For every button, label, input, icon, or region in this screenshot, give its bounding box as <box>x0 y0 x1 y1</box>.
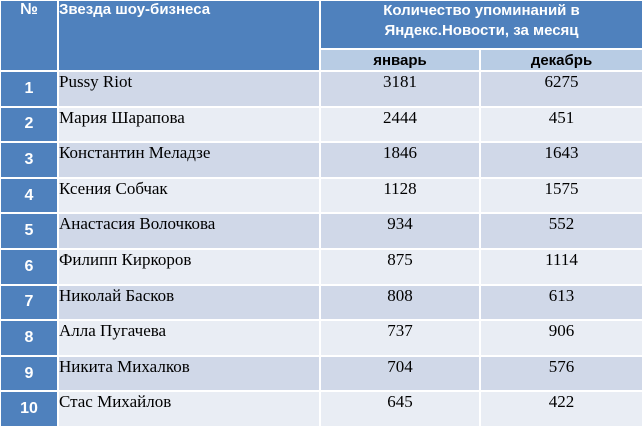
star-name: Ксения Собчак <box>59 178 321 215</box>
december-value: 1643 <box>481 143 642 179</box>
january-value: 934 <box>321 214 481 250</box>
december-value: 906 <box>481 321 642 357</box>
header-star: Звезда шоу-бизнеса <box>59 1 321 72</box>
january-value: 2444 <box>321 107 481 144</box>
row-number: 2 <box>1 107 59 144</box>
table-body: 1 Pussy Riot 3181 6275 2 Мария Шарапова … <box>1 72 642 428</box>
mentions-table-container: № Звезда шоу-бизнеса Количество упоминан… <box>1 1 642 428</box>
header-december: декабрь <box>481 50 642 72</box>
header-row: № Звезда шоу-бизнеса Количество упоминан… <box>1 1 642 72</box>
january-value: 1846 <box>321 143 481 179</box>
star-name: Pussy Riot <box>59 72 321 108</box>
star-name: Никита Михалков <box>59 356 321 393</box>
january-value: 737 <box>321 321 481 357</box>
subheader-row: январь декабрь <box>1 50 642 72</box>
january-value: 704 <box>321 356 481 393</box>
december-value: 1114 <box>481 249 642 286</box>
table-row: 7 Николай Басков 808 613 <box>1 285 642 322</box>
row-number: 10 <box>1 392 59 428</box>
january-value: 808 <box>321 285 481 322</box>
row-number: 6 <box>1 249 59 286</box>
january-value: 645 <box>321 392 481 428</box>
header-number: № <box>1 1 59 72</box>
january-value: 875 <box>321 249 481 286</box>
row-number: 1 <box>1 72 59 108</box>
table-row: 10 Стас Михайлов 645 422 <box>1 392 642 428</box>
december-value: 552 <box>481 214 642 250</box>
star-name: Мария Шарапова <box>59 107 321 144</box>
row-number: 9 <box>1 356 59 393</box>
row-number: 3 <box>1 143 59 179</box>
january-value: 3181 <box>321 72 481 108</box>
mentions-table: № Звезда шоу-бизнеса Количество упоминан… <box>1 1 642 428</box>
header-mentions-count: Количество упоминаний в Яндекс.Новости, … <box>321 1 642 50</box>
row-number: 7 <box>1 285 59 322</box>
header-january: январь <box>321 50 481 72</box>
december-value: 576 <box>481 356 642 393</box>
star-name: Николай Басков <box>59 285 321 322</box>
table-row: 1 Pussy Riot 3181 6275 <box>1 72 642 108</box>
december-value: 613 <box>481 285 642 322</box>
december-value: 422 <box>481 392 642 428</box>
star-name: Алла Пугачева <box>59 321 321 357</box>
star-name: Константин Меладзе <box>59 143 321 179</box>
table-row: 4 Ксения Собчак 1128 1575 <box>1 178 642 215</box>
table-row: 6 Филипп Киркоров 875 1114 <box>1 249 642 286</box>
row-number: 4 <box>1 178 59 215</box>
table-row: 9 Никита Михалков 704 576 <box>1 356 642 393</box>
january-value: 1128 <box>321 178 481 215</box>
table-row: 5 Анастасия Волочкова 934 552 <box>1 214 642 250</box>
december-value: 1575 <box>481 178 642 215</box>
table-row: 2 Мария Шарапова 2444 451 <box>1 107 642 144</box>
december-value: 451 <box>481 107 642 144</box>
december-value: 6275 <box>481 72 642 108</box>
table-row: 8 Алла Пугачева 737 906 <box>1 321 642 357</box>
star-name: Стас Михайлов <box>59 392 321 428</box>
star-name: Анастасия Волочкова <box>59 214 321 250</box>
table-row: 3 Константин Меладзе 1846 1643 <box>1 143 642 179</box>
star-name: Филипп Киркоров <box>59 249 321 286</box>
row-number: 8 <box>1 321 59 357</box>
row-number: 5 <box>1 214 59 250</box>
